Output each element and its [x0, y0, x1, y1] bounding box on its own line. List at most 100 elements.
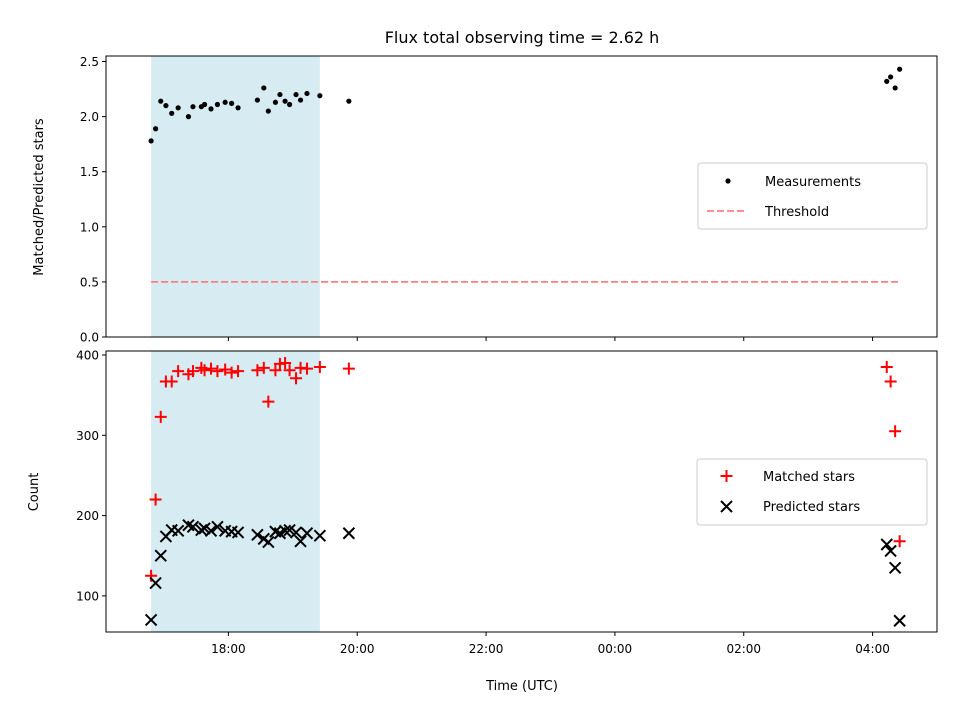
top-y-tick-label: 0.0 [80, 331, 99, 345]
matched-star-point [313, 361, 326, 374]
x-axis-label: Time (UTC) [485, 679, 558, 694]
matched-star-point [219, 363, 232, 376]
top-axes-frame [105, 55, 938, 338]
bottom-panel: 100 200 300 400 18:00 20:00 22:00 00:00 02:00 04… [27, 349, 938, 694]
top-legend-box [697, 162, 928, 230]
measurement-point [201, 101, 208, 108]
measurement-point [153, 126, 159, 132]
measurement-point [884, 78, 890, 84]
bottom-y-ticks: 100 200 300 400 [76, 349, 106, 603]
measurement-points [148, 66, 903, 144]
matched-star-point [884, 375, 897, 388]
predicted-star-point [154, 549, 167, 562]
measurement-point [286, 101, 293, 108]
bottom-y-tick-label: 200 [76, 509, 99, 523]
measurement-point [277, 91, 283, 98]
top-panel: 0.0 0.5 1.0 1.5 2.0 2.5 Matched/Predicted sta… [32, 55, 938, 345]
x-tick-label: 00:00 [598, 642, 633, 656]
x-tick-label: 04:00 [855, 642, 890, 656]
matched-star-point [225, 366, 238, 379]
matched-star-point [172, 365, 185, 378]
predicted-star-point [211, 520, 224, 534]
predicted-star-point [195, 523, 208, 537]
bottom-y-axis-label: Count [27, 473, 42, 512]
top-legend: Measurements Threshold [697, 162, 928, 230]
predicted-star-point [186, 520, 200, 534]
predicted-star-point [294, 535, 307, 548]
predicted-star-point [283, 523, 296, 537]
matched-star-point [262, 395, 275, 408]
predicted-star-point [893, 614, 906, 627]
measurement-point [214, 101, 221, 108]
matched-star-point [186, 365, 199, 378]
bottom-legend: Matched stars Predicted stars [696, 458, 928, 526]
top-y-tick-label: 2.5 [80, 55, 99, 69]
measurement-point [190, 104, 196, 110]
matched-star-point [893, 535, 906, 548]
matched-star-point [342, 362, 355, 375]
matched-star-point [205, 362, 218, 375]
measurement-point [169, 110, 175, 116]
top-y-axis-label: Matched/Predicted stars [32, 118, 47, 276]
legend-threshold-label: Threshold [764, 205, 829, 220]
x-tick-label: 20:00 [340, 642, 375, 656]
bottom-legend-box [696, 458, 928, 526]
x-tick-label: 22:00 [469, 642, 504, 656]
measurement-point [265, 108, 271, 114]
predicted-star-point [198, 522, 211, 535]
measurement-point [297, 97, 304, 103]
legend-predicted-label: Predicted stars [763, 500, 860, 515]
measurement-point [229, 100, 235, 106]
measurement-point [254, 97, 260, 103]
legend-predicted-marker [720, 500, 733, 513]
measurement-point [897, 66, 903, 72]
predicted-star-point [888, 561, 902, 574]
measurement-point [222, 99, 228, 105]
predicted-star-point [231, 526, 245, 539]
matched-star-point [300, 362, 313, 375]
matched-star-point [165, 375, 178, 388]
measurement-point [158, 98, 164, 104]
measurement-point [888, 74, 894, 80]
predicted-star-point [144, 613, 158, 627]
measurement-point [317, 93, 323, 99]
bottom-x-ticks: 18:00 20:00 22:00 00:00 02:00 04:00 [211, 632, 890, 656]
bottom-y-tick-label: 100 [76, 589, 99, 603]
measurement-point [261, 85, 267, 91]
bottom-y-tick-label: 400 [76, 349, 99, 363]
predicted-star-point [149, 576, 162, 590]
matched-star-point [251, 364, 264, 377]
matched-star-point [880, 361, 893, 374]
measurement-point [235, 105, 241, 111]
predicted-star-points [144, 519, 906, 627]
top-y-tick-label: 2.0 [80, 110, 99, 124]
top-y-tick-label: 1.5 [80, 165, 99, 179]
top-y-tick-label: 0.5 [80, 275, 99, 289]
measurement-point [175, 105, 181, 111]
bottom-y-tick-label: 300 [76, 429, 99, 443]
chart-title: Flux total observing time = 2.62 h [385, 28, 660, 47]
x-tick-label: 18:00 [211, 642, 246, 656]
measurement-point [272, 99, 279, 105]
top-shaded-span [151, 56, 320, 337]
legend-matched-label: Matched stars [763, 470, 855, 485]
predicted-star-point [880, 538, 893, 551]
predicted-star-point [171, 524, 185, 538]
predicted-star-point [251, 528, 264, 542]
matched-star-point [269, 364, 282, 377]
matched-star-point [211, 365, 224, 378]
matched-star-point [283, 364, 296, 377]
measurement-point [304, 90, 310, 97]
matched-star-points [145, 357, 906, 582]
predicted-star-point [300, 527, 314, 540]
measurement-point [148, 138, 154, 144]
predicted-star-point [313, 529, 327, 542]
measurement-point [208, 106, 214, 112]
top-y-ticks: 0.0 0.5 1.0 1.5 2.0 2.5 [80, 55, 106, 345]
predicted-star-point [289, 526, 303, 539]
x-tick-label: 02:00 [726, 642, 761, 656]
predicted-star-point [342, 527, 356, 540]
measurement-point [293, 91, 299, 98]
top-x-ticks [227, 337, 874, 341]
legend-matched-marker [720, 470, 733, 482]
